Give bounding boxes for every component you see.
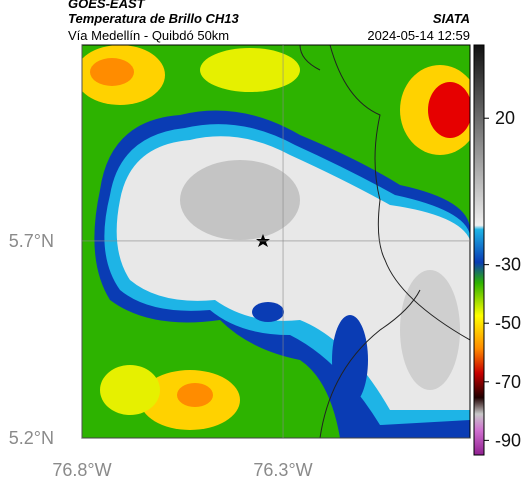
satellite-image bbox=[82, 45, 470, 438]
colorbar-tick-label: -90 bbox=[495, 430, 521, 450]
subtitle: Vía Medellín - Quibdó 50km bbox=[68, 28, 229, 43]
colorbar-tick-label: 20 bbox=[495, 108, 515, 128]
colorbar-tick-label: -50 bbox=[495, 313, 521, 333]
x-tick-label: 76.8°W bbox=[52, 460, 111, 480]
y-tick-label: 5.2°N bbox=[9, 428, 54, 448]
title: Temperatura de Brillo CH13 bbox=[68, 11, 240, 26]
y-tick-label: 5.7°N bbox=[9, 231, 54, 251]
x-tick-label: 76.3°W bbox=[253, 460, 312, 480]
satellite: GOES-EAST bbox=[68, 0, 146, 11]
colorbar bbox=[473, 44, 485, 456]
colorbar-tick-label: -30 bbox=[495, 255, 521, 275]
source: SIATA bbox=[433, 11, 470, 26]
colorbar-tick-label: -70 bbox=[495, 372, 521, 392]
datetime: 2024-05-14 12:59 bbox=[367, 28, 470, 43]
